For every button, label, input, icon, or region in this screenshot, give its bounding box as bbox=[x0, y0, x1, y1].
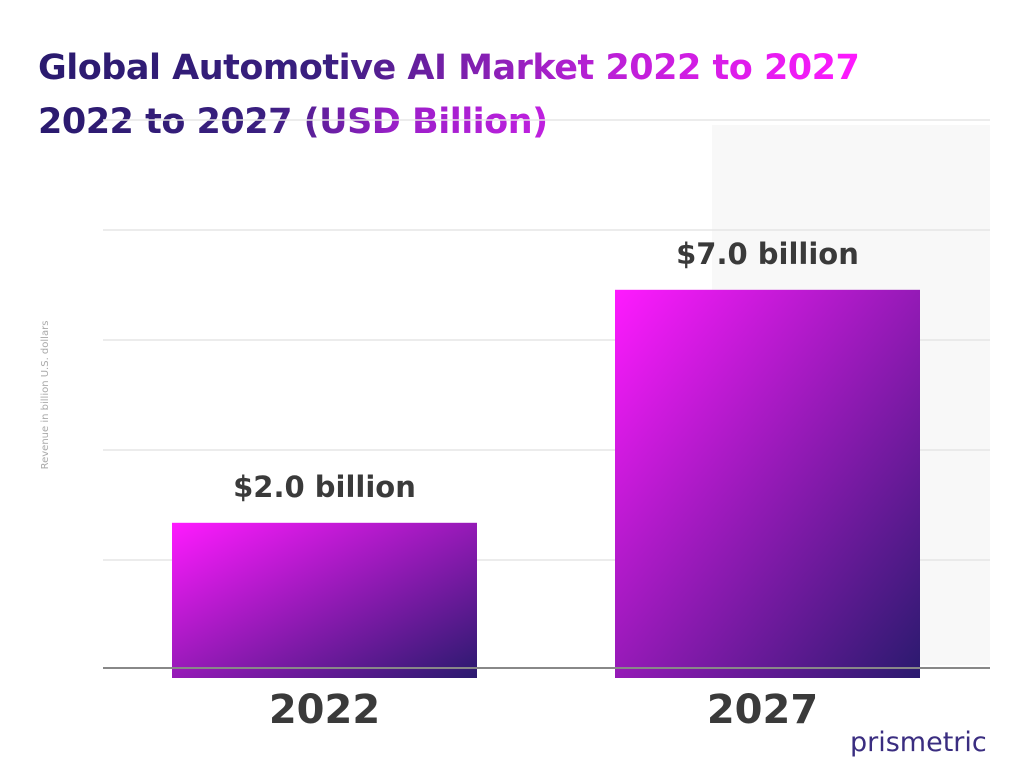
bar-2022 bbox=[172, 522, 477, 678]
x-tick-label: 2027 bbox=[707, 687, 818, 733]
data-label: $2.0 billion bbox=[233, 470, 416, 504]
chart-title-line-1: Global Automotive AI Market 2022 to 2027 bbox=[38, 48, 860, 88]
x-tick-label: 2022 bbox=[269, 687, 380, 733]
prismetric-logo: prismetric bbox=[850, 727, 987, 758]
bar-2027 bbox=[615, 289, 920, 678]
data-label: $7.0 billion bbox=[676, 237, 859, 271]
chart-title-line-2: 2022 to 2027 (USD Billion) bbox=[38, 102, 548, 142]
y-axis-label: Revenue in billion U.S. dollars bbox=[40, 321, 51, 470]
